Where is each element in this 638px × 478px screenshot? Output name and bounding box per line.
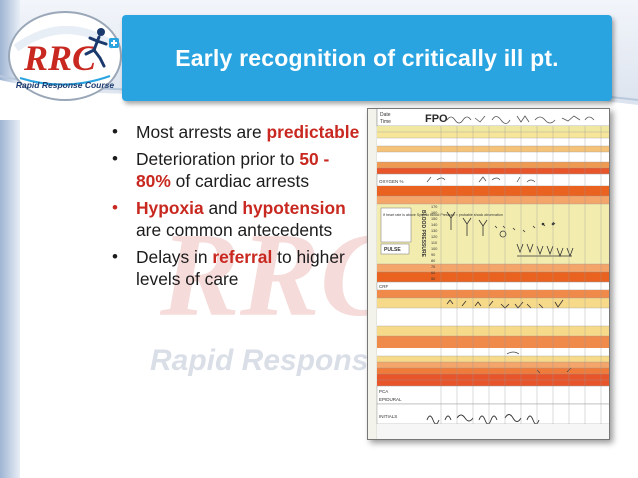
svg-text:100: 100 (431, 247, 437, 251)
svg-text:140: 140 (431, 223, 437, 227)
chart-bp-handwriting (446, 211, 574, 258)
svg-text:120: 120 (431, 235, 437, 239)
bullet-item: • Most arrests are predictable (112, 122, 360, 142)
chart-epidural-label: EPIDURAL (379, 397, 402, 402)
svg-text:50: 50 (431, 277, 435, 281)
svg-text:70: 70 (431, 265, 435, 269)
chart-pulse-label: PULSE (384, 247, 401, 253)
chart-avpu-section (377, 348, 610, 386)
svg-text:90: 90 (431, 253, 435, 257)
bullet-dot-icon: • (112, 122, 118, 141)
bullet-dot-icon: • (112, 149, 118, 168)
svg-text:170: 170 (431, 205, 437, 209)
chart-initials-label: INITIALS (379, 414, 397, 419)
watermark-tagline: Rapid Response (150, 344, 385, 377)
chart-resp-section (377, 126, 610, 174)
title-banner: Early recognition of critically ill pt. (122, 15, 612, 101)
medical-cross-icon (109, 38, 119, 48)
watermark-wordmark: RRC (159, 208, 390, 341)
chart-bp-section (377, 186, 610, 282)
chart-scale-labels: 170 160 150 140 130 120 110 100 90 80 70… (431, 205, 437, 281)
svg-text:130: 130 (431, 229, 437, 233)
chart-note-box: If heart rate is above Systolic Blood Pr… (383, 213, 503, 217)
svg-text:110: 110 (431, 241, 437, 245)
slide-title: Early recognition of critically ill pt. (175, 44, 559, 71)
chart-grid (377, 126, 610, 424)
svg-text:60: 60 (431, 271, 435, 275)
chart-neuro-section (377, 290, 610, 348)
bullet-dot-icon: • (112, 247, 118, 266)
bullet-item: • Deterioration prior to 50 - 80% of car… (112, 149, 330, 191)
rrc-watermark: RRC Rapid Response (150, 208, 390, 377)
chart-oxygen-label: OXYGEN % (379, 179, 404, 184)
svg-text:150: 150 (431, 217, 437, 221)
logo-wordmark: RRC (23, 38, 97, 78)
bullet-item: • Delays in referral to higher levels of… (112, 247, 345, 289)
chart-crf-label: CRF (379, 284, 388, 289)
svg-text:80: 80 (431, 259, 435, 263)
chart-time-label: Time (380, 119, 391, 125)
bullet-dot-icon: • (112, 198, 118, 217)
running-figure-icon (84, 28, 108, 68)
observation-chart-image: Date Time FPO OXYGEN % If heart rate is … (367, 108, 610, 440)
chart-pca-label: PCA (379, 389, 388, 394)
rrc-logo: RRC Rapid Response Course (8, 11, 122, 101)
chart-date-label: Date (380, 112, 391, 118)
svg-text:160: 160 (431, 211, 437, 215)
chart-bp-vertical-label: BLOOD PRESSURE (420, 210, 426, 258)
logo-tagline: Rapid Response Course (16, 80, 115, 90)
bullet-list: • Most arrests are predictable • Deterio… (110, 121, 365, 295)
bullet-item: • Hypoxia and hypotension are common ant… (112, 198, 346, 240)
chart-header-fpo: FPO (425, 113, 448, 125)
